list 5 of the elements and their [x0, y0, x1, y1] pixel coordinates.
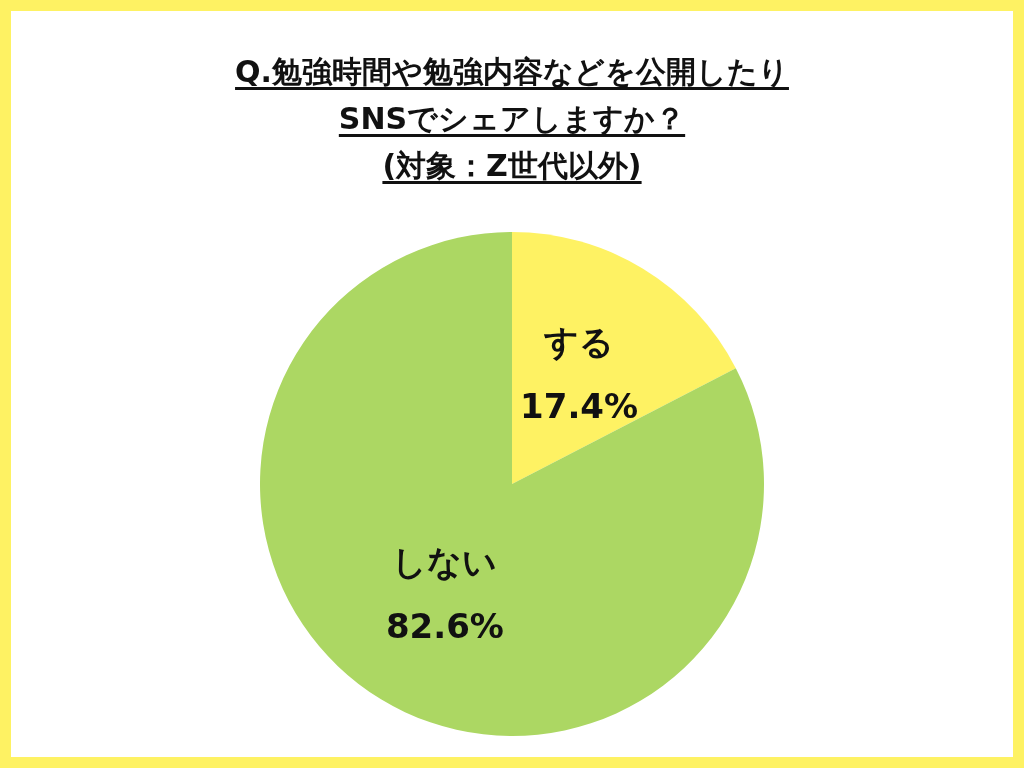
data-label: 82.6% — [385, 606, 504, 647]
data-label: 17.4% — [520, 385, 639, 426]
chart-title: Q.勉強時間や勉強内容などを公開したり SNSでシェアしますか？ (対象：Z世代以外) — [235, 54, 789, 183]
slice-label: しない — [392, 542, 498, 583]
slice-label: する — [543, 321, 615, 362]
